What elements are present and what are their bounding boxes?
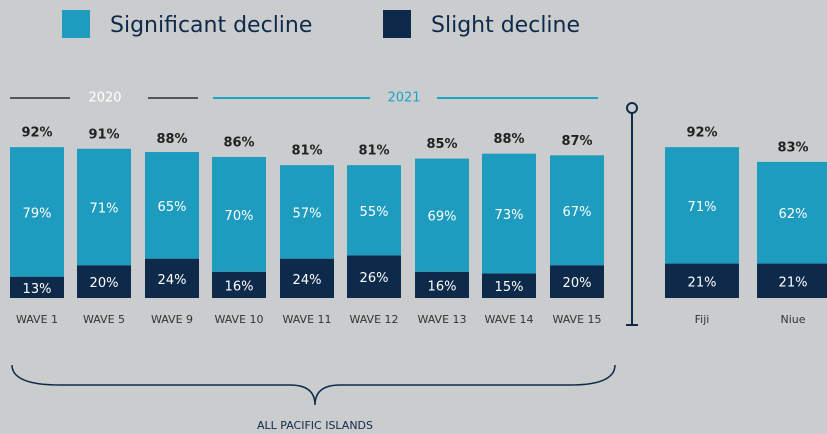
bar-segment — [665, 263, 739, 298]
total-label: 81% — [291, 144, 322, 159]
total-label: 92% — [21, 126, 52, 141]
divider — [626, 102, 638, 326]
segment-label: 21% — [688, 275, 717, 290]
bar-segment — [77, 148, 131, 266]
total-label: 83% — [777, 140, 808, 155]
bar-segment — [10, 276, 64, 298]
bar-segment — [212, 156, 266, 272]
bar-segment — [145, 258, 199, 298]
segment-label: 16% — [428, 279, 457, 294]
x-tick-label: Niue — [780, 313, 805, 326]
x-tick-label: WAVE 5 — [83, 313, 125, 326]
segment-label: 24% — [293, 273, 322, 288]
legend-label: Significant decline — [110, 13, 312, 38]
period-label: 2020 — [88, 91, 121, 106]
x-tick-label: WAVE 11 — [282, 313, 331, 326]
group-label: ALL PACIFIC ISLANDS — [257, 419, 373, 432]
segment-label: 57% — [293, 206, 322, 221]
total-label: 86% — [223, 135, 254, 150]
total-label: 87% — [561, 134, 592, 149]
segment-label: 71% — [90, 201, 119, 216]
segment-label: 20% — [563, 276, 592, 291]
bar-segment — [280, 258, 334, 298]
legend-label: Slight decline — [431, 13, 580, 38]
bar-segment — [550, 265, 604, 298]
bar-segment — [280, 165, 334, 259]
total-label: 88% — [493, 132, 524, 147]
period-markers: 2020 2021 — [10, 91, 598, 106]
segment-label: 55% — [360, 205, 389, 220]
bar-segment — [415, 271, 469, 298]
segment-label: 26% — [360, 271, 389, 286]
bar-segment — [415, 158, 469, 272]
bar-segment — [757, 263, 827, 298]
x-tick-label: WAVE 10 — [214, 313, 263, 326]
segment-label: 69% — [428, 210, 457, 225]
bar-segment — [212, 271, 266, 298]
bar-segment — [757, 161, 827, 264]
bar-segment — [550, 155, 604, 266]
segment-label: 67% — [563, 205, 592, 220]
segment-label: 20% — [90, 276, 119, 291]
segment-label: 62% — [779, 207, 808, 222]
bar-segment — [665, 147, 739, 264]
segment-label: 79% — [23, 206, 52, 221]
total-label: 85% — [426, 137, 457, 152]
bar-segment — [347, 255, 401, 298]
period-label: 2021 — [387, 91, 420, 106]
segment-label: 15% — [495, 280, 524, 295]
bar-segment — [10, 147, 64, 277]
segment-label: 65% — [158, 200, 187, 215]
segment-label: 73% — [495, 208, 524, 223]
brace — [11, 364, 616, 406]
legend-swatch — [62, 10, 90, 38]
x-tick-label: WAVE 9 — [151, 313, 193, 326]
segment-label: 21% — [779, 275, 808, 290]
bar-segment — [145, 152, 199, 259]
total-label: 81% — [358, 144, 389, 159]
total-label: 88% — [156, 132, 187, 147]
x-tick-label: WAVE 13 — [417, 313, 466, 326]
bar-segment — [77, 265, 131, 298]
x-tick-label: WAVE 1 — [16, 313, 58, 326]
bar-segment — [347, 165, 401, 256]
bar-segment — [482, 153, 536, 274]
segment-label: 70% — [225, 209, 254, 224]
x-tick-label: Fiji — [695, 313, 710, 326]
segment-label: 71% — [688, 200, 717, 215]
total-label: 91% — [88, 127, 119, 142]
segment-label: 13% — [23, 282, 52, 297]
segment-label: 24% — [158, 273, 187, 288]
segment-label: 16% — [225, 279, 254, 294]
x-tick-label: WAVE 12 — [349, 313, 398, 326]
total-label: 92% — [686, 126, 717, 141]
x-tick-label: WAVE 14 — [484, 313, 533, 326]
legend-swatch — [383, 10, 411, 38]
bar-segment — [482, 273, 536, 298]
x-tick-label: WAVE 15 — [552, 313, 601, 326]
